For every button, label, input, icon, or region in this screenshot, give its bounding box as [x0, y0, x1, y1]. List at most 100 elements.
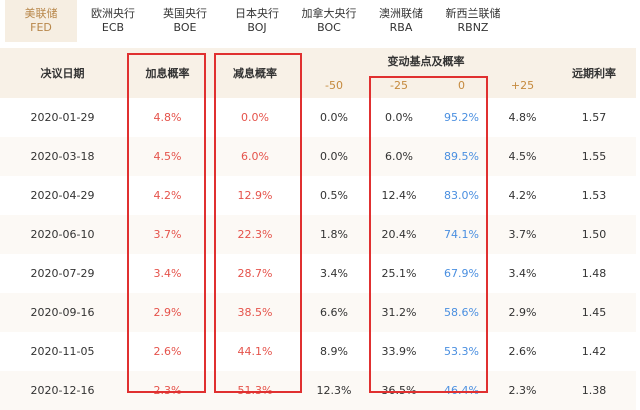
table-cell: 2020-01-29: [30, 111, 95, 124]
table-cell: 89.5%: [430, 137, 493, 176]
header-cell: 决议日期: [0, 48, 125, 98]
tab-code: RBA: [389, 21, 413, 34]
table-cell: 1.50: [552, 215, 636, 254]
table-cell: 2020-06-10: [0, 215, 125, 254]
table-cell: 12.4%: [381, 189, 417, 202]
table-cell: 6.6%: [300, 293, 368, 332]
table-cell: 31.2%: [368, 293, 430, 332]
table-cell: 4.8%: [153, 111, 182, 124]
tab-bar: 美联储 FED 欧洲央行 ECB 英国央行 BOE 日本央行 BOJ 加拿大央行 BOC 澳洲联储 R…: [5, 0, 509, 42]
table-cell: 8.9%: [320, 345, 348, 358]
probability-table: 决议日期 加息概率 减息概率 变动基点及概率 远期利率 -50 -25 0 +25 2…: [0, 48, 636, 410]
table-row: 2020-04-29 4.2% 12.9% 0.5% 12.4% 83.0% 4.2% 1.5…: [0, 176, 636, 215]
table-cell: 4.2%: [153, 189, 182, 202]
table-cell: 2020-09-16: [0, 293, 125, 332]
table-cell: 0.5%: [320, 189, 348, 202]
tab-name: 日本央行: [235, 7, 279, 20]
table-cell: 12.3%: [300, 371, 368, 410]
table-cell: 2020-04-29: [30, 189, 95, 202]
table-cell: 1.53: [581, 189, 607, 202]
table-cell: 1.45: [552, 293, 636, 332]
tab[interactable]: 欧洲央行 ECB: [77, 0, 149, 42]
table-cell: 38.5%: [210, 293, 300, 332]
tab[interactable]: 澳洲联储 RBA: [365, 0, 437, 42]
table-cell: 0.0%: [241, 111, 269, 124]
sub-header-cell: +25: [493, 73, 552, 98]
table-cell: 0.0%: [385, 111, 413, 124]
tab-code: BOJ: [247, 21, 267, 34]
table-cell: 2020-12-16: [0, 371, 125, 410]
table-cell: 3.4%: [508, 267, 537, 280]
tab[interactable]: 加拿大央行 BOC: [293, 0, 365, 42]
table-cell: 2.6%: [153, 345, 182, 358]
tab[interactable]: 日本央行 BOJ: [221, 0, 293, 42]
table-cell: 1.48: [581, 267, 607, 280]
tab-name: 美联储: [24, 7, 58, 20]
table-cell: 2.3%: [493, 371, 552, 410]
highlight-box: [127, 53, 206, 393]
table-cell: 3.7%: [493, 215, 552, 254]
table-cell: 6.0%: [210, 137, 300, 176]
table-cell: 95.2%: [444, 111, 479, 124]
table-row: 2020-11-05 2.6% 44.1% 8.9% 33.9% 53.3% 2.6% 1.4…: [0, 332, 636, 371]
table-cell: 58.6%: [430, 293, 493, 332]
table-cell: 74.1%: [430, 215, 493, 254]
table-cell: 44.1%: [237, 345, 273, 358]
tab-code: FED: [30, 21, 52, 34]
table-cell: 2020-07-29: [30, 267, 95, 280]
table-row: 2020-09-16 2.9% 38.5% 6.6% 31.2% 58.6% 2.9% 1.4…: [0, 293, 636, 332]
table-cell: 83.0%: [444, 189, 479, 202]
header-cell: 加息概率: [125, 48, 210, 98]
tab[interactable]: 美联储 FED: [5, 0, 77, 42]
table-row: 2020-01-29 4.8% 0.0% 0.0% 0.0% 95.2% 4.8% 1.57: [0, 98, 636, 137]
tab[interactable]: 英国央行 BOE: [149, 0, 221, 42]
table-cell: 2.6%: [508, 345, 537, 358]
table-row: 2020-07-29 3.4% 28.7% 3.4% 25.1% 67.9% 3.4% 1.4…: [0, 254, 636, 293]
table-cell: 0.0%: [300, 137, 368, 176]
sub-header-cell: -50: [300, 73, 368, 98]
sub-header-cell: -25: [368, 73, 430, 98]
tab-name: 加拿大央行: [301, 7, 357, 20]
table-cell: 3.4%: [153, 267, 182, 280]
table-cell: 0.0%: [320, 111, 348, 124]
table-cell: 20.4%: [368, 215, 430, 254]
tab-name: 欧洲央行: [91, 7, 135, 20]
table-cell: 1.55: [552, 137, 636, 176]
highlight-box: [214, 53, 302, 393]
table-cell: 28.7%: [237, 267, 273, 280]
table-cell: 6.0%: [368, 137, 430, 176]
table-cell: 4.2%: [508, 189, 537, 202]
table-cell: 3.4%: [320, 267, 348, 280]
tab-code: ECB: [101, 21, 125, 34]
header-cell: 远期利率: [552, 48, 636, 98]
tab[interactable]: 新西兰联储 RBNZ: [437, 0, 509, 42]
table-cell: 1.38: [552, 371, 636, 410]
table-cell: 1.57: [581, 111, 607, 124]
table-cell: 1.8%: [300, 215, 368, 254]
table-cell: 2.9%: [125, 293, 210, 332]
table-cell: 2020-03-18: [0, 137, 125, 176]
tab-code: RBNZ: [457, 21, 489, 34]
tab-name: 英国央行: [163, 7, 207, 20]
tab-code: BOC: [317, 21, 341, 34]
table-row: 2020-03-18 4.5% 6.0% 0.0% 6.0% 89.5% 4.5% 1.55: [0, 137, 636, 176]
tab-name: 澳洲联储: [379, 7, 423, 20]
table-cell: 33.9%: [381, 345, 417, 358]
table-row: 2020-06-10 3.7% 22.3% 1.8% 20.4% 74.1% 3.7% 1.5…: [0, 215, 636, 254]
table-cell: 2020-11-05: [30, 345, 95, 358]
table-row: 2020-12-16 2.3% 51.3% 12.3% 36.5% 46.4% 2.3% 1.…: [0, 371, 636, 410]
table-cell: 4.8%: [508, 111, 537, 124]
highlight-box: [369, 76, 488, 393]
page: 美联储 FED 欧洲央行 ECB 英国央行 BOE 日本央行 BOJ 加拿大央行 BOC 澳洲联储 R…: [0, 0, 636, 397]
tab-code: BOE: [173, 21, 197, 34]
table-cell: 12.9%: [237, 189, 273, 202]
table-cell: 1.42: [581, 345, 607, 358]
tab-name: 新西兰联储: [445, 7, 501, 20]
table-cell: 22.3%: [210, 215, 300, 254]
table-cell: 53.3%: [444, 345, 479, 358]
table-cell: 67.9%: [444, 267, 479, 280]
header-cell: 变动基点及概率: [300, 48, 552, 73]
table-cell: 3.7%: [125, 215, 210, 254]
table-cell: 4.5%: [125, 137, 210, 176]
table-cell: 2.9%: [493, 293, 552, 332]
